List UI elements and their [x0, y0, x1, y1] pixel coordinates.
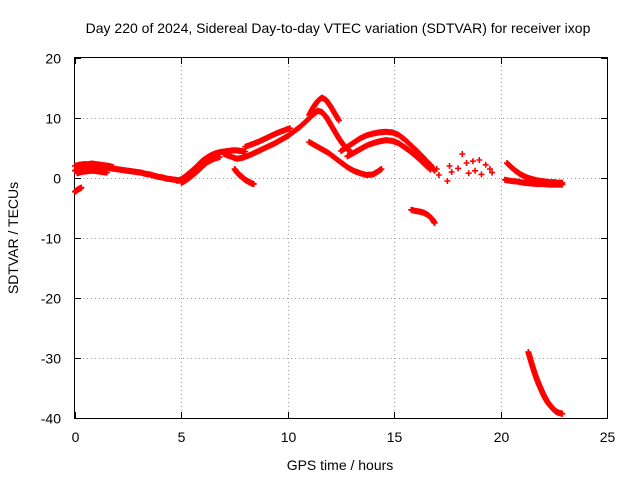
- data-point: [110, 164, 117, 171]
- plot-frame: [74, 57, 608, 419]
- x-tick-label: 10: [281, 429, 297, 445]
- x-tick-label: 0: [72, 429, 80, 445]
- data-point: [482, 161, 489, 168]
- y-axis-label: SDTVAR / TECUs: [5, 182, 21, 294]
- data-point: [378, 166, 385, 172]
- data-point: [478, 171, 485, 178]
- data-point: [448, 169, 455, 175]
- y-tick-label: 20: [45, 51, 61, 67]
- data-point: [444, 178, 451, 184]
- data-point: [431, 220, 438, 226]
- data-point: [489, 169, 496, 176]
- data-point: [446, 163, 453, 169]
- data-points: [72, 94, 566, 417]
- y-tick-label: 10: [45, 111, 61, 127]
- data-point: [472, 167, 479, 174]
- x-tick-label: 15: [387, 429, 403, 445]
- data-point: [559, 410, 566, 417]
- data-point: [469, 158, 476, 165]
- data-point: [286, 125, 293, 132]
- data-point: [459, 151, 466, 157]
- data-point: [435, 172, 442, 178]
- x-tick-label: 20: [494, 429, 510, 445]
- x-axis-label: GPS time / hours: [287, 457, 394, 473]
- chart-title: Day 220 of 2024, Sidereal Day-to-day VTE…: [86, 20, 591, 36]
- y-tick-label: -40: [41, 411, 61, 427]
- y-tick-label: -10: [41, 231, 61, 247]
- data-point: [486, 166, 493, 172]
- x-tick-label: 25: [600, 429, 616, 445]
- y-tick-label: -30: [41, 351, 61, 367]
- axes: 0 5 10 15 20 25 -40 -30 -20 -10 0 10 20: [41, 51, 616, 446]
- data-point: [335, 117, 342, 124]
- data-point: [463, 160, 470, 166]
- data-point: [455, 165, 462, 172]
- data-point: [216, 154, 223, 160]
- data-point: [250, 181, 257, 187]
- data-point: [465, 170, 472, 177]
- x-tick-label: 5: [178, 429, 186, 445]
- y-tick-label: 0: [53, 171, 61, 187]
- data-point: [476, 157, 483, 163]
- data-point: [78, 184, 85, 191]
- data-point: [433, 166, 440, 172]
- data-point: [103, 169, 110, 176]
- data-point: [559, 181, 566, 188]
- data-point: [426, 165, 433, 172]
- y-tick-label: -20: [41, 291, 61, 307]
- data-point: [427, 166, 434, 173]
